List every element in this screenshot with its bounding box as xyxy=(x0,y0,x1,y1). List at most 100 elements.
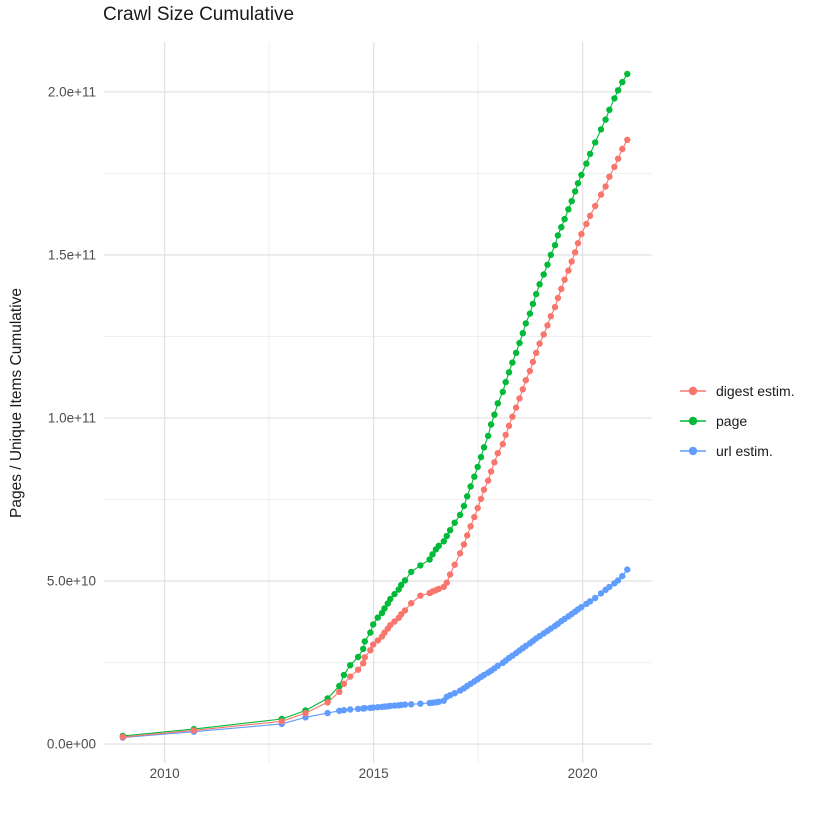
point-page xyxy=(624,70,631,78)
point-url-estim xyxy=(361,705,368,712)
point-page xyxy=(374,614,381,621)
point-page xyxy=(619,78,626,86)
legend-key-url-estim-icon xyxy=(680,446,706,456)
point-digest-estim xyxy=(571,249,579,256)
point-page xyxy=(574,180,582,187)
point-page xyxy=(367,629,374,636)
point-digest-estim xyxy=(484,477,492,484)
point-url-estim xyxy=(354,705,362,713)
point-digest-estim xyxy=(408,600,415,607)
point-page xyxy=(460,502,468,510)
point-digest-estim xyxy=(474,504,481,512)
point-page xyxy=(547,251,554,259)
point-url-estim xyxy=(619,572,626,580)
point-digest-estim xyxy=(583,220,590,228)
point-url-estim xyxy=(586,598,594,605)
point-url-estim xyxy=(417,700,424,707)
point-digest-estim xyxy=(119,733,127,741)
point-page xyxy=(467,483,474,490)
point-page xyxy=(435,542,442,549)
point-page xyxy=(446,527,454,534)
point-page xyxy=(529,300,537,308)
point-url-estim xyxy=(324,709,331,717)
point-digest-estim xyxy=(619,145,626,153)
point-digest-estim xyxy=(446,571,454,578)
point-digest-estim xyxy=(361,654,368,661)
point-page xyxy=(606,106,613,114)
y-tick-label: 1.0e+11 xyxy=(47,410,96,426)
point-digest-estim xyxy=(494,450,501,457)
point-digest-estim xyxy=(568,258,575,265)
point-digest-estim xyxy=(597,191,605,198)
point-digest-estim xyxy=(401,607,409,614)
point-digest-estim xyxy=(370,641,377,648)
point-digest-estim xyxy=(336,688,343,696)
point-digest-estim xyxy=(435,585,442,593)
point-digest-estim xyxy=(471,513,478,521)
point-page xyxy=(361,638,368,645)
point-page xyxy=(401,577,409,584)
point-page xyxy=(347,662,354,669)
point-page xyxy=(558,224,565,231)
legend: digest estim. page url estim. xyxy=(678,376,795,466)
line-digest-estim xyxy=(122,139,628,738)
y-tick-label: 2.0e+11 xyxy=(47,84,96,100)
point-digest-estim xyxy=(578,230,585,238)
legend-key-page-icon xyxy=(680,416,706,426)
x-tick-label: 2010 xyxy=(149,766,180,781)
point-digest-estim xyxy=(374,637,381,644)
point-page xyxy=(571,188,579,195)
point-digest-estim xyxy=(502,431,509,439)
legend-item-page: page xyxy=(678,406,795,436)
legend-label-page: page xyxy=(716,413,748,429)
point-digest-estim xyxy=(565,267,572,274)
point-digest-estim xyxy=(354,666,362,673)
point-digest-estim xyxy=(540,331,547,338)
point-url-estim xyxy=(494,662,501,669)
point-page xyxy=(512,349,520,356)
chart-title: Crawl Size Cumulative xyxy=(103,4,295,25)
point-page xyxy=(540,271,547,278)
point-url-estim xyxy=(597,590,605,597)
point-digest-estim xyxy=(526,367,534,375)
point-digest-estim xyxy=(387,621,394,629)
point-page xyxy=(586,150,594,158)
point-page xyxy=(391,590,398,598)
point-digest-estim xyxy=(443,579,450,586)
point-page xyxy=(602,116,609,123)
point-digest-estim xyxy=(467,523,474,530)
point-page xyxy=(464,493,471,500)
point-digest-estim xyxy=(456,550,464,557)
point-digest-estim xyxy=(574,240,582,247)
point-page xyxy=(499,388,506,396)
point-url-estim xyxy=(451,690,458,697)
point-page xyxy=(597,126,605,133)
point-page xyxy=(398,581,405,589)
line-url-estim xyxy=(122,569,628,739)
point-digest-estim xyxy=(340,680,348,687)
point-url-estim xyxy=(408,701,415,708)
point-digest-estim xyxy=(324,699,331,706)
point-url-estim xyxy=(578,603,585,611)
point-page xyxy=(354,653,362,661)
point-digest-estim xyxy=(536,340,543,347)
point-digest-estim xyxy=(451,561,458,568)
point-page xyxy=(360,645,367,653)
x-tick-label: 2015 xyxy=(358,766,389,781)
point-url-estim xyxy=(592,594,599,602)
point-digest-estim xyxy=(522,377,529,384)
point-page xyxy=(522,320,529,327)
point-url-estim xyxy=(614,577,622,584)
point-digest-estim xyxy=(477,495,485,503)
point-url-estim xyxy=(347,706,354,713)
point-page xyxy=(484,432,492,440)
point-page xyxy=(516,339,523,347)
point-page xyxy=(533,290,540,298)
point-digest-estim xyxy=(512,404,520,411)
point-url-estim xyxy=(370,704,377,711)
point-digest-estim xyxy=(367,647,374,654)
point-digest-estim xyxy=(460,541,468,548)
point-page xyxy=(592,139,599,146)
